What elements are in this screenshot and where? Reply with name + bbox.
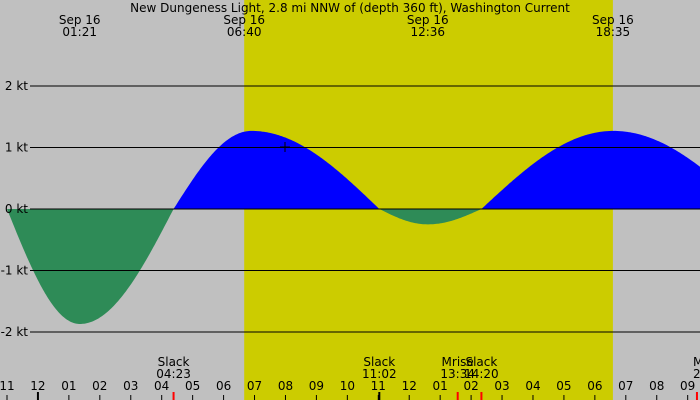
- y-tick-label: -1 kt: [1, 264, 29, 278]
- event-name: Mrise: [442, 355, 474, 369]
- top-date: Sep 16: [59, 13, 101, 27]
- event-name: Slack: [465, 355, 497, 369]
- event-label: Ms21:3: [693, 355, 700, 381]
- y-tick-label: -2 kt: [1, 325, 29, 339]
- x-tick-label: 09: [309, 379, 324, 393]
- x-tick-label: 06: [216, 379, 231, 393]
- y-tick-label: 0 kt: [5, 202, 28, 216]
- x-tick-label: 12: [30, 379, 45, 393]
- x-tick-label: 07: [247, 379, 262, 393]
- event-name: Ms: [693, 355, 700, 369]
- x-tick-label: 05: [556, 379, 571, 393]
- top-time: 01:21: [62, 25, 97, 39]
- x-tick-label: 02: [463, 379, 478, 393]
- x-tick-label: 08: [649, 379, 664, 393]
- x-tick-label: 09: [680, 379, 695, 393]
- x-tick-label: 07: [618, 379, 633, 393]
- x-tick-label: 03: [494, 379, 509, 393]
- event-time: 04:23: [156, 367, 191, 381]
- x-tick-label: 06: [587, 379, 602, 393]
- x-tick-label: 11: [0, 379, 15, 393]
- y-tick-label: 2 kt: [5, 79, 28, 93]
- top-time: 12:36: [410, 25, 445, 39]
- x-tick-label: 08: [278, 379, 293, 393]
- x-tick-label: 01: [433, 379, 448, 393]
- event-labels: Slack04:23Slack11:02Mrise13:34Slack14:20…: [156, 355, 700, 381]
- top-date: Sep 16: [592, 13, 634, 27]
- x-tick-label: 01: [61, 379, 76, 393]
- x-tick-label: 04: [525, 379, 540, 393]
- top-time: 06:40: [227, 25, 262, 39]
- flood-area: [0, 130, 700, 209]
- x-tick-label: 10: [340, 379, 355, 393]
- x-tick-label: 02: [92, 379, 107, 393]
- event-time: 21:3: [693, 367, 700, 381]
- chart-title: New Dungeness Light, 2.8 mi NNW of (dept…: [130, 1, 570, 15]
- hour-axis: 11 12 01 02 03 04 05 06 07 08 09 10 11 12 01 02 03 04 05 06…: [0, 379, 698, 400]
- x-tick-label: 12: [402, 379, 417, 393]
- event-time: 14:20: [464, 367, 499, 381]
- ebb-area: [0, 209, 700, 324]
- y-tick-label: 1 kt: [5, 141, 28, 155]
- event-name: Slack: [363, 355, 395, 369]
- top-date: Sep 16: [223, 13, 265, 27]
- gridlines: 2 kt 1 kt 0 kt -1 kt -2 kt: [1, 79, 700, 339]
- event-time: 13:34: [440, 367, 475, 381]
- x-tick-label: 11: [371, 379, 386, 393]
- x-tick-label: 04: [154, 379, 169, 393]
- event-name: Slack: [158, 355, 190, 369]
- top-date: Sep 16: [407, 13, 449, 27]
- x-tick-label: 05: [185, 379, 200, 393]
- event-time: 11:02: [362, 367, 397, 381]
- top-time: 18:35: [596, 25, 631, 39]
- x-tick-label: 03: [123, 379, 138, 393]
